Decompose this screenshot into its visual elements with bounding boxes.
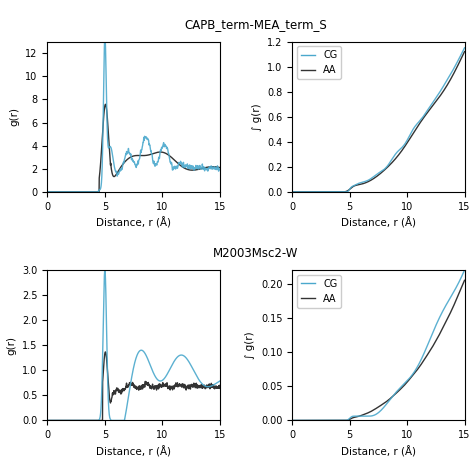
Legend: CG, AA: CG, AA: [297, 47, 341, 79]
X-axis label: Distance, r (Å): Distance, r (Å): [341, 217, 416, 229]
Y-axis label: g(r): g(r): [10, 107, 20, 126]
Text: CAPB_term-MEA_term_S: CAPB_term-MEA_term_S: [184, 18, 328, 31]
Y-axis label: ∫ g(r): ∫ g(r): [246, 331, 255, 359]
X-axis label: Distance, r (Å): Distance, r (Å): [96, 217, 171, 229]
Y-axis label: g(r): g(r): [7, 336, 17, 355]
Legend: CG, AA: CG, AA: [297, 275, 341, 308]
Text: M2003Msc2-W: M2003Msc2-W: [213, 247, 299, 260]
X-axis label: Distance, r (Å): Distance, r (Å): [96, 446, 171, 457]
Y-axis label: ∫ g(r): ∫ g(r): [252, 103, 262, 131]
X-axis label: Distance, r (Å): Distance, r (Å): [341, 446, 416, 457]
